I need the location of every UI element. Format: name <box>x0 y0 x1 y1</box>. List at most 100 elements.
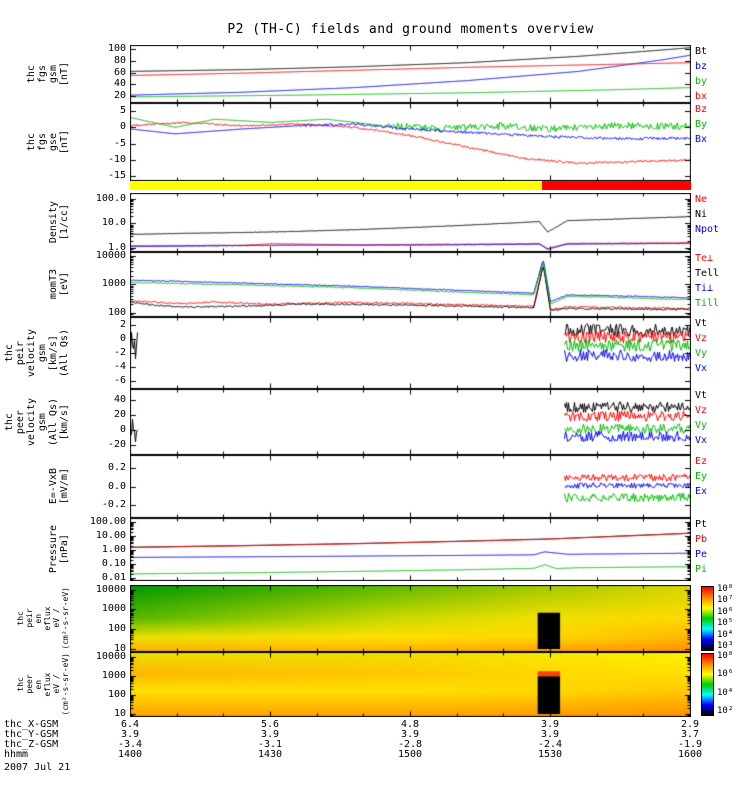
fgs_gse-legend-bx: Bx <box>695 134 708 145</box>
peer_vel-legend-vy: Vy <box>695 420 708 431</box>
axis-value-thc-x-gsm-1: 5.6 <box>260 719 280 730</box>
pressure-ylabel-text: Pressure [nPa] <box>48 525 70 574</box>
peir_vel-ylabel: thc peir velocity gsm [km/s] (All Qs) <box>4 317 70 389</box>
momt3-ylabel-text: momT3 [eV] <box>48 269 70 300</box>
peir_spec-colorbar-tick-2: 10⁶ <box>717 606 734 617</box>
pressure-legend-pb: Pb <box>695 534 708 545</box>
fgs_gse-ytick-5: -5 <box>113 137 126 149</box>
fgs_gsm-legend-bt: Bt <box>695 46 708 57</box>
pressure-legend-pt: Pt <box>695 519 708 530</box>
pressure-legend-pe: Pe <box>695 549 708 560</box>
density-legend-npot: Npot <box>695 224 720 235</box>
peer_vel-legend-vt: Vt <box>695 390 708 401</box>
axis-row-label-thc-y-gsm: thc_Y-GSM <box>4 729 59 740</box>
density-ylabel: Density [1/cc] <box>48 193 70 252</box>
axis-value-hhmm-1: 1430 <box>257 749 283 760</box>
peer_spec-ytick-1000: 1000 <box>101 669 126 681</box>
peir_vel-ytick-2: -2 <box>113 347 126 358</box>
momt3-legend-till: Till <box>695 298 720 309</box>
fgs_gsm-plot <box>130 45 691 103</box>
axis-value-thc-x-gsm-2: 4.8 <box>400 719 420 730</box>
pressure-plot <box>130 518 691 581</box>
peer_vel-legend-vz: Vz <box>695 405 708 416</box>
exb-legend-ex: Ex <box>695 486 708 497</box>
mode-bar-segment-1 <box>542 181 691 190</box>
momt3-ytick-100: 100 <box>107 306 126 318</box>
exb-ytick-0-2: 0.2 <box>107 462 126 474</box>
exb-legend-ez: Ez <box>695 456 708 467</box>
axis-value-thc-x-gsm-4: 2.9 <box>680 719 700 730</box>
axis-value-hhmm-4: 1600 <box>677 749 703 760</box>
exb-ytick-0-0: 0.0 <box>107 480 126 492</box>
fgs_gsm-ytick-80: 80 <box>113 54 126 66</box>
fgs_gsm-ylabel: thc fgs gsm [nT] <box>26 45 70 103</box>
pressure-ytick-1-00: 1.00 <box>101 544 126 556</box>
momt3-ytick-1000: 1000 <box>101 278 126 290</box>
axis-value-hhmm-3: 1530 <box>537 749 563 760</box>
peer_spec-colorbar-tick-3: 10² <box>717 706 734 716</box>
peer_vel-legend-vx: Vx <box>695 435 708 446</box>
exb-ytick-0-2: -0.2 <box>101 498 126 510</box>
peer_spec-ylabel: thc peer en eflux eV / (cm²-s-sr-eV) <box>16 652 70 717</box>
axis-value-thc-z-gsm-3: -2.4 <box>537 739 563 750</box>
axis-value-thc-x-gsm-0: 6.4 <box>120 719 140 730</box>
peer_spec-ytick-100: 100 <box>107 688 126 700</box>
density-ytick-1-0: 1.0 <box>107 242 126 254</box>
plot-title: P2 (TH-C) fields and ground moments over… <box>227 22 594 37</box>
axis-value-hhmm-0: 1400 <box>117 749 143 760</box>
peir_spec-colorbar-tick-0: 10⁸ <box>717 584 734 594</box>
peer_vel-plot <box>130 389 691 455</box>
axis-value-thc-y-gsm-1: 3.9 <box>260 729 280 740</box>
pressure-legend-pi: Pi <box>695 564 708 575</box>
density-plot <box>130 193 691 252</box>
peer_spec-colorbar-tick-0: 10⁸ <box>717 651 734 661</box>
peer_vel-ylabel-text: thc peer velocity gsm (All Qs) [km/s] <box>4 397 70 447</box>
density-legend-ni: Ni <box>695 209 708 220</box>
fgs_gsm-ytick-20: 20 <box>113 89 126 101</box>
peir_spec-ylabel: thc peir en eflux eV / (cm²-s-sr-eV) <box>16 585 70 652</box>
momt3-legend-te: Te⊥ <box>695 253 714 264</box>
pressure-ytick-100-00: 100.00 <box>89 515 126 527</box>
mode-bar-segment-0 <box>130 181 543 190</box>
exb-plot <box>130 455 691 518</box>
axis-value-hhmm-2: 1500 <box>397 749 423 760</box>
peer_spec-ytick-10000: 10000 <box>95 650 126 662</box>
peir_spec-colorbar-tick-1: 10⁷ <box>717 595 734 606</box>
peir_spec-ytick-10000: 10000 <box>95 583 126 595</box>
fgs_gse-legend-by: By <box>695 119 708 130</box>
fgs_gsm-legend-bz: bz <box>695 61 708 72</box>
exb-legend-ey: Ey <box>695 471 708 482</box>
peer_spec-plot <box>130 652 691 717</box>
pressure-ytick-0-10: 0.10 <box>101 558 126 570</box>
axis-row-label-thc-x-gsm: thc_X-GSM <box>4 719 59 730</box>
peir_vel-legend-vt: Vt <box>695 318 708 329</box>
peir_vel-ylabel-text: thc peir velocity gsm [km/s] (All Qs) <box>4 328 70 378</box>
pressure-ylabel: Pressure [nPa] <box>48 518 70 581</box>
fgs_gsm-ytick-100: 100 <box>107 43 126 55</box>
momt3-plot <box>130 252 691 317</box>
peer_vel-ytick-40: 40 <box>113 393 126 405</box>
momt3-ylabel: momT3 [eV] <box>48 252 70 317</box>
peir_vel-legend-vy: Vy <box>695 348 708 359</box>
fgs_gse-ytick-5: 5 <box>119 105 126 117</box>
exb-ylabel: E=-VxB [mV/m] <box>48 455 70 518</box>
axis-row-label-thc-z-gsm: thc_Z-GSM <box>4 739 59 750</box>
axis-value-thc-y-gsm-2: 3.9 <box>400 729 420 740</box>
peir_vel-ytick-2: 2 <box>119 319 126 331</box>
peir_vel-ytick-0: 0 <box>119 333 126 345</box>
fgs_gsm-legend-bx: bx <box>695 91 708 102</box>
peir_vel-plot <box>130 317 691 389</box>
fgs_gse-ytick-0: 0 <box>119 121 126 133</box>
axis-value-thc-z-gsm-1: -3.1 <box>257 739 283 750</box>
peer_spec-ytick-10: 10 <box>113 707 126 719</box>
axis-value-thc-z-gsm-2: -2.8 <box>397 739 423 750</box>
density-ytick-100-0: 100.0 <box>95 192 126 204</box>
fgs_gsm-ytick-60: 60 <box>113 66 126 78</box>
peer_vel-ytick-20: -20 <box>107 438 126 450</box>
fgs_gse-ytick-10: -10 <box>107 153 126 165</box>
peer_vel-ytick-0: 0 <box>119 423 126 435</box>
fgs_gse-ytick-15: -15 <box>107 170 126 182</box>
peir_spec-colorbar-tick-3: 10⁵ <box>717 618 734 629</box>
fgs_gse-legend-bz: Bz <box>695 104 708 115</box>
momt3-legend-ti: Ti⊥ <box>695 283 714 294</box>
